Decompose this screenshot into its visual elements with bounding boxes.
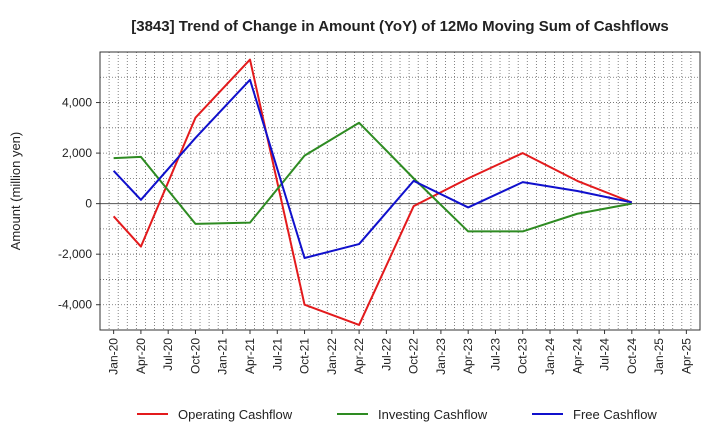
x-tick-label: Jul-21: [270, 338, 284, 371]
legend-label-operating-cashflow: Operating Cashflow: [178, 407, 293, 422]
series-lines: [112, 58, 633, 326]
x-tick-label: Jul-22: [379, 338, 393, 371]
x-tick-label: Apr-23: [461, 338, 475, 374]
x-tick-label: Jan-23: [434, 338, 448, 375]
y-tick-label: 2,000: [62, 146, 92, 160]
x-tick-label: Jan-22: [325, 338, 339, 375]
x-tick-label: Oct-23: [516, 338, 530, 374]
x-tick-label: Oct-20: [188, 338, 202, 374]
y-tick-label: 4,000: [62, 96, 92, 110]
y-tick-label: -2,000: [58, 247, 92, 261]
x-tick-label: Apr-25: [679, 338, 693, 374]
x-axis-ticks: Jan-20 Apr-20 Jul-20 Oct-20 Jan-21 Apr-21 Jul-…: [107, 330, 693, 375]
chart-title: [3843] Trend of Change in Amount (YoY) o…: [131, 18, 669, 35]
y-tick-label: -4,000: [58, 298, 92, 312]
x-tick-label: Apr-24: [570, 338, 584, 374]
y-axis-ticks: -4,000 -2,000 0 2,000 4,000: [58, 96, 100, 312]
x-tick-label: Jul-23: [488, 338, 502, 371]
x-tick-label: Jan-21: [216, 338, 230, 375]
free-cashflow-line: [112, 78, 633, 259]
x-tick-label: Jul-20: [161, 338, 175, 371]
x-tick-label: Oct-21: [298, 338, 312, 374]
x-tick-label: Jul-24: [598, 338, 612, 371]
x-tick-label: Oct-22: [407, 338, 421, 374]
plot-area: [99, 51, 701, 331]
legend-label-investing-cashflow: Investing Cashflow: [378, 407, 488, 422]
x-tick-label: Apr-21: [243, 338, 257, 374]
y-tick-label: 0: [85, 197, 92, 211]
operating-cashflow-line: [112, 58, 633, 326]
y-axis-label: Amount (million yen): [8, 132, 23, 251]
x-tick-label: Oct-24: [625, 338, 639, 374]
x-tick-label: Jan-25: [652, 338, 666, 375]
legend: Operating Cashflow Investing Cashflow Free…: [137, 407, 657, 422]
investing-cashflow-line: [113, 121, 633, 233]
x-tick-label: Apr-22: [352, 338, 366, 374]
legend-label-free-cashflow: Free Cashflow: [573, 407, 657, 422]
x-tick-label: Jan-24: [543, 338, 557, 375]
grid: [100, 52, 700, 330]
x-tick-label: Apr-20: [134, 338, 148, 374]
x-tick-label: Jan-20: [107, 338, 121, 375]
